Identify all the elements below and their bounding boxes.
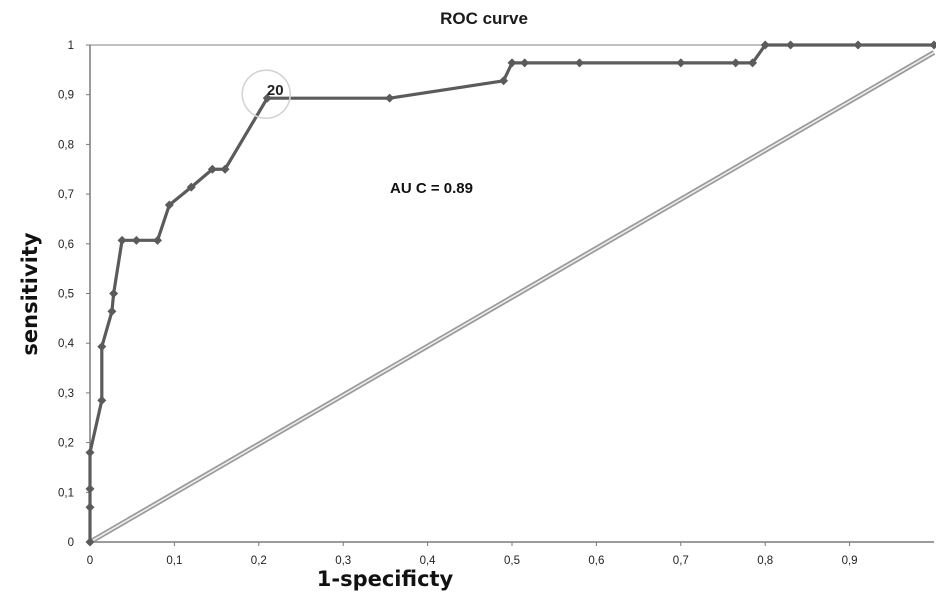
- curve-point: [85, 537, 95, 547]
- auc-annotation: AU C = 0.89: [390, 180, 473, 197]
- x-tick-label: 0,7: [673, 555, 689, 567]
- curve-point: [220, 164, 230, 174]
- curve-point: [109, 289, 119, 298]
- curve-point: [520, 58, 530, 68]
- curve-point: [97, 395, 107, 405]
- callout-circle: [241, 69, 292, 119]
- curve-point: [85, 484, 95, 494]
- x-tick-label: 0,5: [504, 555, 520, 567]
- curve-point: [164, 200, 174, 210]
- y-tick-label: 0,9: [58, 90, 74, 102]
- x-tick-label: 0,3: [335, 555, 351, 567]
- y-tick-label: 0,1: [58, 487, 74, 499]
- curve-point: [760, 40, 770, 50]
- plot-area: 0 0,1 0,2 0,3 0,4 0,5 0,6 0,7 0,8 0,9 1 0 0,1 0,2 0,3…: [58, 40, 936, 567]
- y-axis-label: sensitivity: [18, 232, 42, 356]
- x-tick-label: 0,2: [251, 555, 267, 567]
- callout-label: 20: [267, 82, 284, 99]
- curve-point: [731, 58, 741, 68]
- x-tick-labels: 0 0,1 0,2 0,3 0,4 0,5 0,6 0,7 0,8 0,9: [87, 542, 858, 567]
- curve-point: [499, 76, 509, 86]
- x-axis-label: 1-specificty: [317, 567, 454, 591]
- reference-line: [89, 51, 935, 543]
- curve-point: [507, 58, 517, 68]
- y-tick-labels: 0 0,1 0,2 0,3 0,4 0,5 0,6 0,7 0,8 0,9 1: [58, 40, 90, 549]
- curve-point: [186, 182, 196, 192]
- y-tick-label: 0,3: [58, 388, 74, 400]
- y-tick-label: 0,6: [58, 239, 74, 251]
- x-tick-label: 0,8: [757, 555, 773, 567]
- curve-point: [385, 93, 395, 103]
- x-tick-label: 0: [87, 555, 93, 567]
- curve-point: [131, 235, 141, 245]
- curve-point: [853, 40, 863, 50]
- x-tick-label: 0,6: [588, 555, 604, 567]
- y-tick-label: 0,2: [58, 438, 74, 450]
- y-tick-label: 0,5: [58, 289, 74, 301]
- series-layer: [88, 43, 936, 545]
- y-tick-label: 0: [68, 537, 74, 549]
- curve-markers: [85, 40, 936, 547]
- curve-point: [153, 235, 163, 245]
- curve-point: [107, 306, 117, 316]
- chart-title: ROC curve: [440, 9, 528, 28]
- curve-point: [85, 502, 95, 512]
- x-tick-label: 0,1: [166, 555, 182, 567]
- y-tick-label: 1: [68, 40, 74, 52]
- curve-point: [676, 58, 686, 68]
- curve-point: [575, 58, 585, 68]
- y-tick-label: 0,7: [58, 189, 74, 201]
- curve-point: [929, 40, 936, 50]
- curve-point: [97, 342, 107, 352]
- x-tick-label: 0,4: [420, 555, 437, 567]
- curve-point: [786, 40, 796, 50]
- y-tick-label: 0,4: [58, 338, 75, 350]
- curve-point: [207, 164, 217, 174]
- y-tick-label: 0,8: [58, 139, 74, 151]
- x-tick-label: 0,9: [842, 555, 858, 567]
- curve-point: [262, 93, 272, 103]
- roc-curve-line: [88, 43, 934, 542]
- curve-point: [117, 235, 127, 245]
- curve-point: [748, 58, 758, 68]
- curve-point: [85, 448, 95, 458]
